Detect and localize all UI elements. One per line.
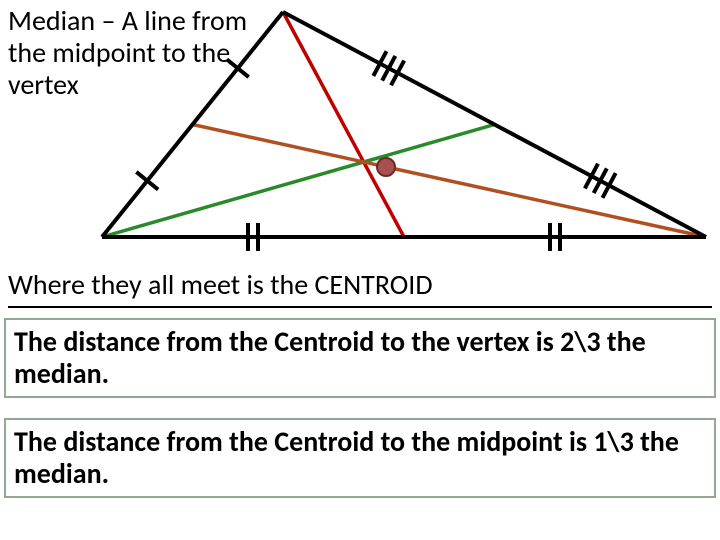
centroid-label: Where they all meet is the CENTROID — [8, 267, 712, 308]
centroid-vertex-fact: The distance from the Centroid to the ve… — [4, 318, 716, 398]
centroid-midpoint-fact: The distance from the Centroid to the mi… — [4, 418, 716, 498]
median-definition: Median – A line from the midpoint to the… — [8, 5, 248, 102]
